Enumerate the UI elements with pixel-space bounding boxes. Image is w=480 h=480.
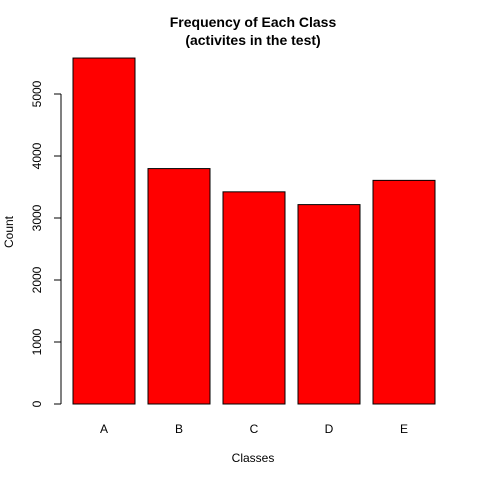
x-tick-label-E: E <box>400 422 408 436</box>
bars-group <box>72 57 436 405</box>
x-tick-labels: A B C D E <box>100 422 408 436</box>
y-tick-label-3000: 3000 <box>30 204 44 231</box>
bar-A <box>72 57 136 405</box>
x-tick-label-C: C <box>250 422 259 436</box>
x-tick-label-A: A <box>100 422 108 436</box>
y-ticks: 0 1000 2000 3000 4000 5000 <box>30 80 61 407</box>
y-tick-label-0: 0 <box>30 400 44 407</box>
bar-C <box>222 191 286 405</box>
chart-subtitle: (activites in the test) <box>185 32 320 48</box>
y-axis-label: Count <box>2 215 16 248</box>
bar-E <box>372 179 436 405</box>
y-tick-label-1000: 1000 <box>30 328 44 355</box>
x-tick-label-B: B <box>175 422 183 436</box>
chart-title: Frequency of Each Class <box>170 14 337 30</box>
x-axis-label: Classes <box>232 451 275 465</box>
x-tick-label-D: D <box>325 422 334 436</box>
y-tick-label-5000: 5000 <box>30 80 44 107</box>
y-tick-label-4000: 4000 <box>30 142 44 169</box>
bar-D <box>297 204 361 405</box>
y-tick-label-2000: 2000 <box>30 266 44 293</box>
bar-B <box>147 168 211 405</box>
